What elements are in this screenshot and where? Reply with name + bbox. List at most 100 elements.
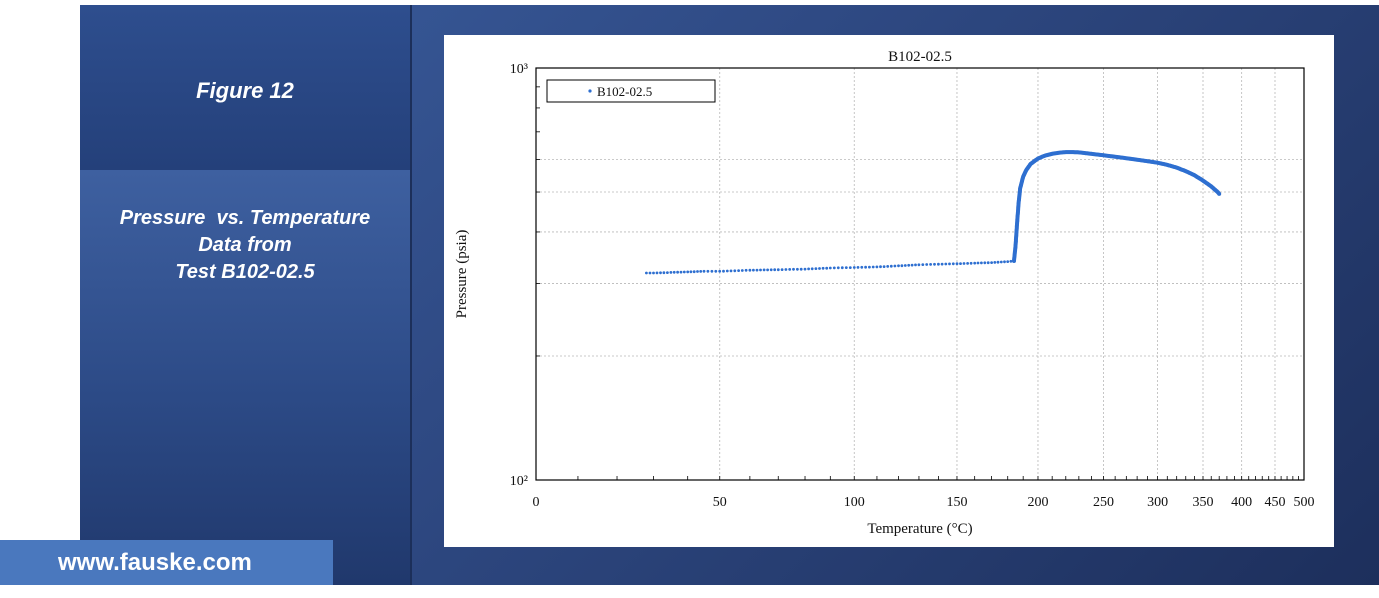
data-point [955, 262, 959, 266]
data-point [748, 268, 752, 272]
data-point [759, 268, 762, 272]
figure-subtitle: Pressure vs. Temperature Data from Test … [80, 205, 410, 286]
data-point [692, 270, 696, 274]
data-point [996, 260, 1000, 264]
data-point [976, 261, 980, 265]
data-point [1009, 259, 1013, 263]
data-point [766, 268, 769, 272]
subtitle-panel [80, 170, 410, 585]
data-point [864, 265, 867, 269]
data-series [645, 150, 1222, 275]
x-tick-label: 150 [946, 495, 967, 510]
legend: B102-02.5 [546, 79, 716, 103]
data-point [1217, 191, 1222, 196]
data-point [679, 270, 683, 274]
data-point [886, 265, 890, 268]
data-point [929, 263, 932, 266]
data-point [669, 271, 673, 274]
data-point [762, 268, 766, 272]
data-point [776, 268, 780, 272]
x-tick-label: 300 [1147, 495, 1168, 510]
data-point [875, 265, 879, 269]
data-point [962, 262, 966, 265]
data-point [917, 263, 921, 267]
data-point [825, 266, 829, 270]
data-point [993, 261, 997, 264]
data-point [710, 269, 714, 273]
data-point [702, 269, 706, 273]
data-point [744, 268, 748, 272]
legend-marker [588, 89, 592, 93]
data-point [810, 267, 814, 271]
data-point [860, 265, 864, 269]
data-point [752, 268, 755, 272]
panel-divider [410, 5, 412, 585]
data-point [821, 266, 825, 270]
title-panel [80, 5, 410, 170]
figure-label: Figure 12 [196, 78, 294, 103]
data-point [852, 266, 856, 269]
data-point [944, 262, 948, 266]
pressure-temperature-chart: 0 50 100 150 200 250 300 350 400 450 500 10² 10³ B1… [454, 49, 1315, 537]
data-point [655, 271, 659, 275]
data-point [1003, 260, 1006, 264]
data-point [1006, 260, 1010, 263]
data-point [937, 262, 940, 266]
data-point [729, 269, 733, 273]
data-point [983, 261, 987, 265]
data-point [803, 267, 807, 271]
chart-panel: 0 50 100 150 200 250 300 350 400 450 500 10² 10³ B1… [444, 35, 1334, 547]
data-point [714, 269, 718, 273]
data-point [980, 261, 983, 265]
data-point [897, 264, 900, 268]
data-point [686, 270, 690, 274]
data-point [986, 261, 990, 265]
x-tick-label: 450 [1264, 495, 1285, 510]
data-point [788, 268, 792, 271]
x-tick-label: 200 [1027, 495, 1048, 510]
data-point [871, 265, 875, 269]
data-point [818, 267, 821, 270]
data-point [737, 269, 740, 272]
y-tick-labels: 10² 10³ [510, 62, 528, 489]
legend-box [546, 79, 716, 103]
x-tick-label: 100 [844, 495, 865, 510]
data-point [755, 268, 759, 272]
data-point [689, 270, 693, 274]
data-point [796, 267, 799, 271]
data-point [676, 270, 679, 274]
website-link[interactable]: www.fauske.com [0, 540, 333, 585]
data-point [666, 271, 669, 274]
y-tick-label: 10² [510, 474, 528, 489]
data-point [652, 271, 655, 275]
axis-ticks [536, 86, 1299, 480]
data-point [832, 266, 836, 270]
data-point [696, 270, 699, 273]
data-point [921, 263, 925, 266]
data-point [773, 268, 777, 272]
subtitle-line: Data from [198, 234, 292, 256]
data-point [645, 271, 648, 275]
y-tick-label: 10³ [510, 62, 528, 77]
data-point [900, 264, 904, 268]
data-point [856, 266, 860, 269]
y-axis-label: Pressure (psia) [454, 230, 470, 319]
legend-entry: B102-02.5 [597, 84, 652, 99]
data-point [807, 267, 810, 271]
plot-frame [535, 67, 1305, 481]
data-point [769, 268, 773, 272]
data-point [733, 269, 737, 273]
data-point [879, 265, 882, 269]
data-point [799, 267, 803, 271]
data-point [893, 264, 897, 268]
data-point [868, 265, 871, 269]
x-axis-label: Temperature (°C) [867, 521, 972, 537]
data-point [672, 270, 676, 274]
data-point [959, 262, 962, 265]
data-point [840, 266, 844, 270]
x-tick-label: 250 [1093, 495, 1114, 510]
subtitle-line: Pressure vs. Temperature [119, 207, 371, 229]
x-tick-label: 500 [1294, 495, 1315, 510]
data-point [828, 266, 832, 270]
data-point [780, 268, 784, 271]
